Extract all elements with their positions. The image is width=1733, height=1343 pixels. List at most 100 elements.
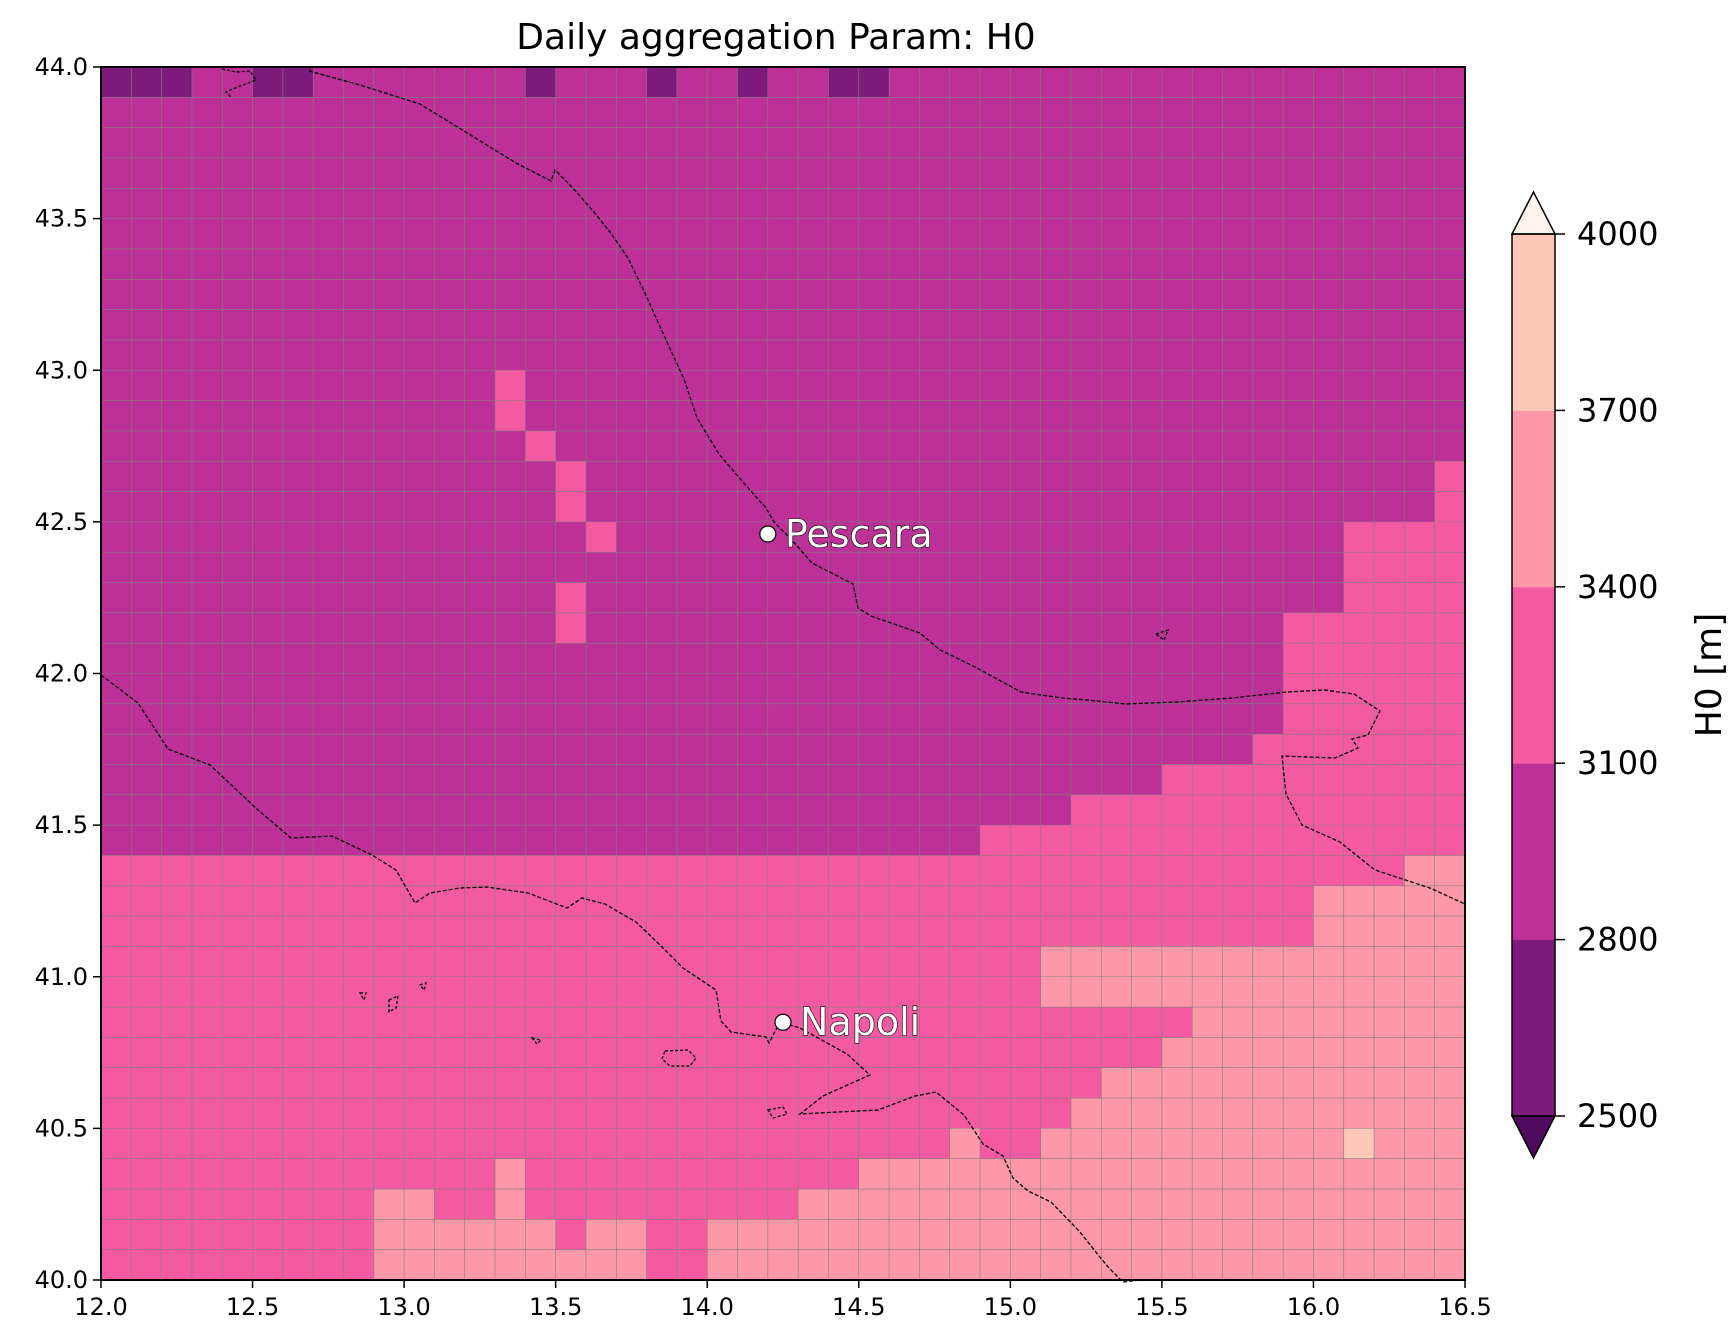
field-cell: [1161, 248, 1193, 280]
field-cell: [101, 370, 132, 401]
field-cell: [464, 127, 496, 159]
field-cell: [373, 885, 405, 917]
field-cell: [525, 1219, 556, 1250]
field-cell: [1404, 67, 1435, 98]
field-cell: [1313, 400, 1345, 432]
field-cell: [919, 67, 951, 98]
coastline-island-tremiti: [1154, 628, 1170, 642]
field-cell: [1161, 430, 1193, 462]
field-cell: [404, 582, 435, 614]
field-cell: [1222, 855, 1254, 887]
field-cell: [1313, 1098, 1345, 1129]
field-cell: [616, 218, 647, 250]
field-cell: [495, 1158, 526, 1190]
field-cell: [404, 643, 435, 674]
field-cell: [949, 279, 981, 310]
field-cell: [404, 491, 435, 523]
field-cell: [646, 825, 678, 856]
field-cell: [980, 521, 1011, 553]
field-cell: [1101, 309, 1132, 341]
field-cell: [1010, 370, 1041, 401]
field-cell: [434, 157, 466, 189]
field-cell: [858, 1219, 890, 1250]
field-cell: [1192, 248, 1223, 280]
field-cell: [1283, 764, 1314, 796]
field-cell: [1343, 1007, 1375, 1038]
field-cell: [737, 188, 769, 219]
field-cell: [525, 430, 556, 462]
field-cell: [737, 127, 769, 159]
field-cell: [1374, 1249, 1405, 1281]
field-cell: [1040, 1249, 1072, 1281]
field-cell: [1010, 734, 1041, 765]
field-cell: [313, 734, 344, 765]
field-cell: [616, 1158, 647, 1190]
field-cell: [464, 309, 496, 341]
field-cell: [282, 1128, 314, 1160]
field-cell: [616, 1067, 647, 1099]
field-cell: [495, 916, 526, 947]
field-cell: [191, 370, 223, 401]
field-cell: [464, 1098, 496, 1129]
field-cell: [464, 370, 496, 401]
coastline: [100, 68, 1466, 1283]
field-cell: [1131, 1067, 1163, 1099]
field-cell: [343, 825, 375, 856]
field-cell: [949, 946, 981, 978]
field-cell: [282, 643, 314, 674]
field-cell: [191, 339, 223, 371]
field-cell: [889, 1128, 920, 1160]
field-cell: [1252, 1189, 1284, 1220]
field-cell: [980, 1189, 1011, 1220]
field-cell: [1101, 370, 1132, 401]
field-cell: [980, 1158, 1011, 1190]
field-cell: [101, 279, 132, 310]
field-cell: [464, 855, 496, 887]
field-cell: [555, 279, 587, 310]
field-cell: [161, 97, 193, 128]
field-cell: [767, 1128, 799, 1160]
field-cell: [1222, 885, 1254, 917]
city-label-pescara: Pescara: [785, 512, 933, 556]
field-cell: [434, 188, 466, 219]
field-cell: [676, 127, 708, 159]
field-cell: [676, 1067, 708, 1099]
field-cell: [222, 370, 253, 401]
coastline-adriatic: [308, 70, 1466, 905]
field-cell: [1313, 370, 1345, 401]
field-cell: [1404, 370, 1435, 401]
field-cell: [191, 1219, 223, 1250]
field-cell: [373, 430, 405, 462]
field-cell: [1343, 976, 1375, 1008]
field-cell: [1313, 339, 1345, 371]
field-cell: [1404, 309, 1435, 341]
field-cell: [889, 673, 920, 705]
field-cell: [1222, 643, 1254, 674]
field-cell: [191, 612, 223, 644]
field-cell: [282, 916, 314, 947]
field-cell: [1434, 1158, 1466, 1190]
field-cell: [1283, 248, 1314, 280]
field-cell: [676, 248, 708, 280]
field-cell: [646, 946, 678, 978]
field-cell: [1404, 1098, 1435, 1129]
field-cell: [1192, 1067, 1223, 1099]
field-cell: [1040, 339, 1072, 371]
field-cell: [1131, 582, 1163, 614]
field-cell: [525, 157, 556, 189]
field-cell: [1283, 279, 1314, 310]
field-cell: [1040, 127, 1072, 159]
field-cell: [1313, 157, 1345, 189]
field-cell: [555, 97, 587, 128]
field-cell: [555, 127, 587, 159]
field-cell: [131, 1007, 162, 1038]
field-cell: [404, 764, 435, 796]
field-cell: [828, 157, 860, 189]
y-tick-label: 44.0: [35, 53, 88, 81]
field-cell: [585, 1219, 617, 1250]
field-cell: [1070, 127, 1102, 159]
field-cell: [1434, 400, 1466, 432]
field-cell: [313, 461, 344, 492]
field-cell: [282, 157, 314, 189]
map-axes: 12.0 12.5 13.0 13.5 14.0 14.5 15.0 15.5 16.0 16.5…: [35, 53, 1492, 1321]
